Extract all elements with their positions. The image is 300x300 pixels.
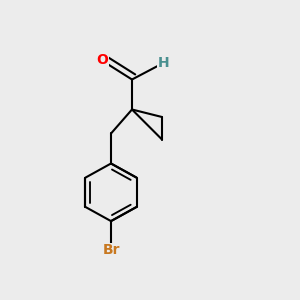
Text: Br: Br — [102, 244, 120, 257]
Text: H: H — [158, 56, 169, 70]
Text: O: O — [96, 53, 108, 67]
